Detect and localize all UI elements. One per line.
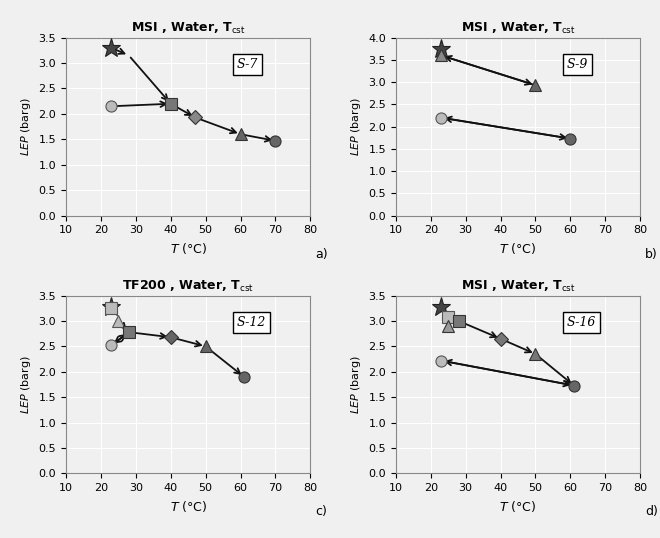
Y-axis label: $\it{LEP}$ (barg): $\it{LEP}$ (barg) (349, 355, 363, 414)
X-axis label: $\it{T}$ (°C): $\it{T}$ (°C) (170, 241, 207, 256)
Text: S-9: S-9 (567, 58, 588, 71)
Title: MSI , Water, T$_\mathrm{cst}$: MSI , Water, T$_\mathrm{cst}$ (131, 21, 246, 36)
X-axis label: $\it{T}$ (°C): $\it{T}$ (°C) (500, 241, 537, 256)
X-axis label: $\it{T}$ (°C): $\it{T}$ (°C) (170, 499, 207, 514)
Text: d): d) (645, 506, 658, 519)
Y-axis label: $\it{LEP}$ (barg): $\it{LEP}$ (barg) (349, 97, 363, 156)
Text: c): c) (315, 506, 327, 519)
Y-axis label: $\it{LEP}$ (barg): $\it{LEP}$ (barg) (19, 97, 33, 156)
Text: S-7: S-7 (237, 58, 259, 71)
Text: S-12: S-12 (237, 316, 267, 329)
X-axis label: $\it{T}$ (°C): $\it{T}$ (°C) (500, 499, 537, 514)
Title: MSI , Water, T$_\mathrm{cst}$: MSI , Water, T$_\mathrm{cst}$ (461, 279, 576, 294)
Title: TF200 , Water, T$_\mathrm{cst}$: TF200 , Water, T$_\mathrm{cst}$ (122, 279, 254, 294)
Text: b): b) (645, 247, 658, 260)
Y-axis label: $\it{LEP}$ (barg): $\it{LEP}$ (barg) (19, 355, 33, 414)
Text: S-16: S-16 (567, 316, 596, 329)
Text: a): a) (315, 247, 328, 260)
Title: MSI , Water, T$_\mathrm{cst}$: MSI , Water, T$_\mathrm{cst}$ (461, 21, 576, 36)
